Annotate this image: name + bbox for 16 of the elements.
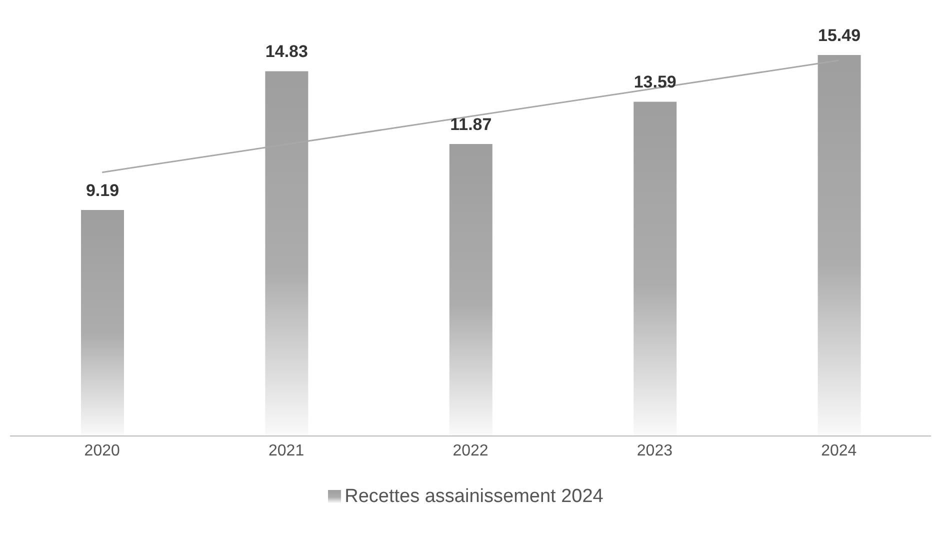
data-label: 13.59	[634, 72, 676, 92]
x-tick-label: 2022	[452, 442, 488, 460]
bar	[449, 144, 492, 436]
x-tick-label: 2021	[268, 442, 304, 460]
bar	[818, 55, 861, 436]
x-tick-label: 2024	[821, 442, 857, 460]
bar	[265, 71, 308, 436]
bar	[81, 210, 124, 436]
data-label: 15.49	[818, 26, 861, 45]
bar	[634, 102, 677, 436]
data-label: 11.87	[450, 115, 492, 134]
data-label: 9.19	[86, 180, 120, 200]
legend-label: Recettes assainissement 2024	[344, 486, 604, 507]
x-tick-label: 2020	[84, 442, 120, 460]
x-tick-label: 2023	[636, 442, 673, 460]
data-label: 14.83	[265, 42, 308, 62]
